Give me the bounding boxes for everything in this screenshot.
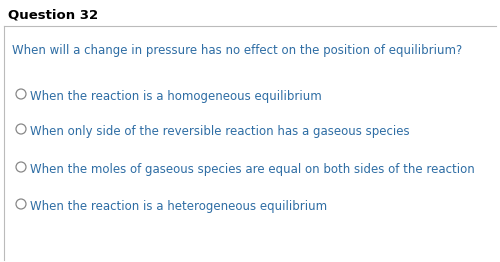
Text: When only side of the reversible reaction has a gaseous species: When only side of the reversible reactio… xyxy=(30,125,409,138)
Text: When the reaction is a heterogeneous equilibrium: When the reaction is a heterogeneous equ… xyxy=(30,200,327,213)
Text: When will a change in pressure has no effect on the position of equilibrium?: When will a change in pressure has no ef… xyxy=(12,44,462,57)
Circle shape xyxy=(16,124,26,134)
Text: When the moles of gaseous species are equal on both sides of the reaction: When the moles of gaseous species are eq… xyxy=(30,163,475,176)
Circle shape xyxy=(16,199,26,209)
Text: When the reaction is a homogeneous equilibrium: When the reaction is a homogeneous equil… xyxy=(30,90,322,103)
Circle shape xyxy=(16,89,26,99)
Text: Question 32: Question 32 xyxy=(8,8,98,21)
Circle shape xyxy=(16,162,26,172)
